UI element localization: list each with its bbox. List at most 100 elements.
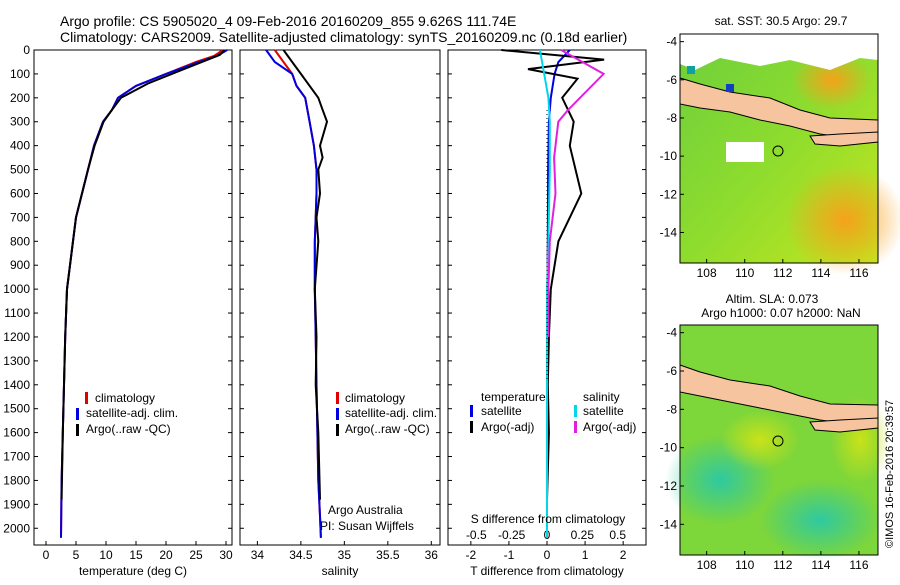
sst-map-title: sat. SST: 30.5 Argo: 29.7 (715, 14, 848, 28)
sla-map-axes: 108 110 112 114 116 -4 -6 -8 -10 -12 -14 (660, 326, 869, 572)
series-line-satellite-adj-clim (265, 49, 322, 538)
sst-pixel-cool (687, 66, 695, 74)
map-x-tick-label: 108 (697, 266, 717, 280)
map-x-tick-label: 116 (849, 266, 868, 280)
legend-label-argo: Argo(..raw -QC) (345, 422, 430, 436)
legend-swatch-s-argo (574, 421, 577, 433)
depth-tick-label: 1400 (3, 378, 30, 392)
map-y-tick-label: -4 (666, 35, 677, 49)
s-diff-tick-label: -0.25 (498, 528, 526, 542)
x-tick-label: 2 (620, 548, 627, 562)
legend-title-temperature: temperature (481, 390, 546, 404)
legend-label-climatology: climatology (345, 391, 405, 405)
depth-tick-label: 400 (10, 139, 30, 153)
depth-tick-label: 1100 (4, 306, 30, 320)
x-tick-label: -1 (504, 548, 515, 562)
depth-tick-label: 2000 (3, 521, 30, 535)
depth-tick-label: 1500 (3, 402, 30, 416)
depth-tick-label: 900 (10, 258, 30, 272)
sla-map-frame (679, 324, 879, 556)
legend-swatch-argo (336, 424, 339, 436)
series-line-satellite-salinity (538, 49, 551, 538)
x-tick-label: 20 (159, 548, 173, 562)
depth-tick-label: 600 (10, 186, 30, 200)
depth-tick-label: 1800 (3, 473, 30, 487)
series-line-argo-adj-salinity (547, 49, 606, 337)
imos-stamp: ©IMOS 16-Feb-2016 20:39:57 (884, 400, 896, 548)
x-tick-label: 34 (251, 548, 265, 562)
legend-label-s-argo: Argo(-adj) (583, 420, 636, 434)
temperature-panel-frame (33, 49, 233, 546)
series-line-climatology (60, 49, 224, 538)
depth-tick-label: 700 (10, 210, 30, 224)
depth-tick-label: 100 (10, 67, 30, 81)
salinity-legend: climatology satellite-adj. clim. Argo(..… (336, 391, 437, 436)
map-y-tick-label: -6 (666, 364, 677, 378)
legend-swatch-t-satellite (470, 405, 473, 417)
s-diff-tick-label: 0.25 (571, 528, 595, 542)
depth-tick-label: 1900 (3, 497, 30, 511)
sla-map (665, 325, 890, 560)
credit-line2: PI: Susan Wijffels (320, 519, 414, 533)
x-tick-label: 10 (99, 548, 113, 562)
temperature-legend: climatology satellite-adj. clim. Argo(..… (76, 391, 178, 436)
legend-swatch-argo (76, 424, 79, 436)
x-tick-label: 25 (189, 548, 203, 562)
depth-tick-label: 1600 (3, 426, 30, 440)
legend-swatch-climatology (85, 392, 88, 404)
s-difference-axis-label: S difference from climatology (471, 512, 626, 526)
t-difference-axis-label: T difference from climatology (470, 564, 624, 578)
sla-map-title1: Altim. SLA: 0.073 (726, 292, 819, 306)
figure-title-line1: Argo profile: CS 5905020_4 09-Feb-2016 2… (60, 13, 516, 29)
legend-swatch-t-argo (470, 421, 473, 433)
salinity-x-axis: 34 34.5 35 35.5 36 (251, 541, 439, 562)
depth-tick-label: 0 (23, 43, 30, 57)
sst-cloud-mask-north (680, 34, 878, 70)
map-y-tick-label: -10 (660, 441, 678, 455)
credit-line1: Argo Australia (328, 503, 403, 517)
map-y-tick-label: -14 (660, 517, 678, 531)
legend-label-argo: Argo(..raw -QC) (86, 422, 171, 436)
sst-map-frame (679, 33, 879, 264)
map-y-tick-label: -14 (660, 225, 678, 239)
x-tick-label: 36 (425, 548, 439, 562)
legend-swatch-satellite (76, 408, 79, 420)
legend-title-salinity: salinity (583, 390, 620, 404)
salinity-series (265, 49, 329, 538)
sst-map (679, 34, 900, 275)
map-y-tick-label: -6 (666, 73, 677, 87)
map-x-tick-label: 114 (811, 266, 830, 280)
depth-tick-label: 200 (10, 91, 30, 105)
depth-tick-label: 500 (10, 163, 30, 177)
map-x-tick-label: 108 (697, 558, 717, 572)
map-y-tick-label: -4 (666, 326, 677, 340)
map-y-tick-label: -8 (666, 402, 677, 416)
temperature-x-axis: 0 5 10 15 20 25 30 (43, 541, 233, 562)
depth-tick-label: 1300 (3, 354, 30, 368)
x-tick-label: 30 (219, 548, 233, 562)
sla-high-patch (720, 410, 800, 470)
map-x-tick-label: 114 (811, 558, 830, 572)
salinity-panel-frame (239, 49, 441, 546)
map-y-tick-label: -8 (666, 111, 677, 125)
map-y-tick-label: -12 (660, 187, 678, 201)
legend-swatch-satellite (336, 408, 339, 420)
difference-legend: temperature salinity satellite Argo(-adj… (470, 390, 636, 434)
depth-tick-label: 1700 (3, 450, 30, 464)
legend-swatch-s-satellite (574, 405, 577, 417)
legend-label-t-satellite: satellite (481, 404, 522, 418)
map-x-tick-label: 112 (773, 266, 792, 280)
depth-tick-label: 800 (10, 234, 30, 248)
s-difference-axis: -0.5 -0.25 0 0.25 0.5 (466, 528, 626, 542)
map-x-tick-label: 110 (735, 558, 754, 572)
depth-tick-label: 1000 (3, 282, 30, 296)
map-x-tick-label: 112 (773, 558, 792, 572)
sst-cloud-mask-south (726, 142, 764, 162)
sla-low-patch-south (760, 480, 880, 560)
legend-swatch-climatology (336, 392, 339, 404)
x-tick-label: 0 (43, 548, 50, 562)
x-tick-label: 5 (73, 548, 80, 562)
depth-tick-label: 300 (10, 115, 30, 129)
sst-map-axes: 108 110 112 114 116 -4 -6 -8 -10 -12 -14 (660, 35, 869, 280)
